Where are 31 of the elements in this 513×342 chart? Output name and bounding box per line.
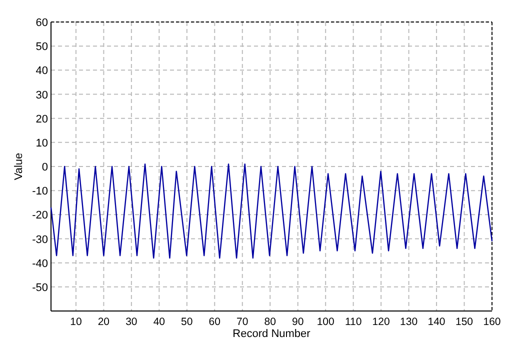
x-tick-label: 10	[70, 316, 82, 328]
x-tick-label: 40	[153, 316, 166, 328]
x-tick-label: 100	[316, 316, 334, 328]
x-tick-label: 70	[236, 316, 248, 328]
x-tick-label: 90	[292, 316, 304, 328]
y-tick-label: 0	[42, 162, 48, 174]
y-tick-label: -10	[32, 186, 48, 198]
y-tick-label: -50	[32, 282, 48, 294]
line-series	[50, 163, 493, 259]
y-tick-label: 20	[36, 113, 48, 126]
y-tick-label: -30	[32, 234, 48, 246]
y-tick-label: 30	[36, 89, 48, 102]
x-tick-label: 110	[344, 316, 362, 328]
x-tick-label: 20	[98, 316, 110, 328]
x-tick-label: 30	[126, 316, 138, 328]
x-tick-label: 50	[181, 316, 193, 328]
x-tick-label: 150	[456, 316, 474, 328]
x-tick-label: 160	[483, 316, 501, 328]
x-tick-label: 60	[208, 316, 221, 328]
y-tick-label: -40	[32, 258, 48, 270]
x-tick-label: 130	[400, 316, 418, 328]
y-tick-label: 40	[36, 65, 48, 78]
x-tick-label: 140	[428, 316, 446, 328]
y-axis-title: Value	[13, 152, 25, 180]
x-axis-title: Record Number	[232, 328, 311, 340]
y-tick-label: 10	[36, 137, 48, 150]
y-tick-label: 60	[36, 17, 48, 29]
x-tick-label: 120	[372, 316, 390, 328]
y-tick-label: -20	[32, 210, 48, 222]
x-tick-label: 80	[264, 316, 276, 328]
y-tick-label: 50	[36, 41, 48, 54]
